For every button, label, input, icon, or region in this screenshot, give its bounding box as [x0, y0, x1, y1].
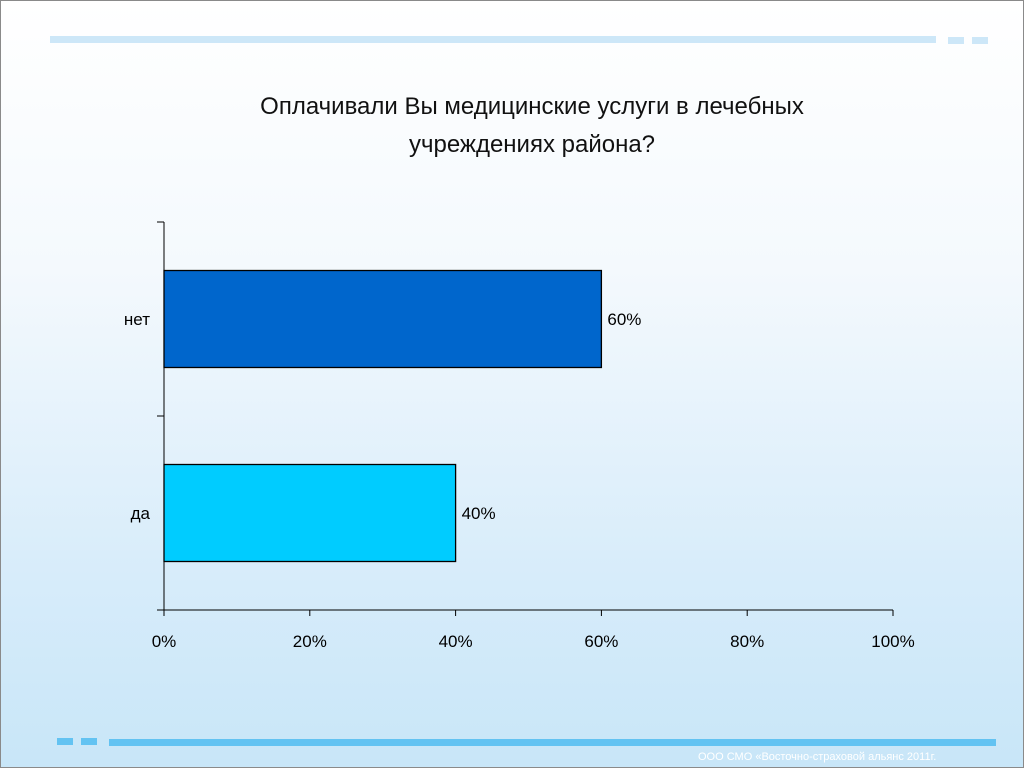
bottom-decor-bar [109, 739, 996, 746]
x-tick-label: 20% [293, 632, 327, 651]
bottom-decor-dash-2 [81, 738, 97, 745]
bottom-decor-dash-1 [57, 738, 73, 745]
chart-title: Оплачивали Вы медицинские услуги в лечеб… [180, 88, 884, 164]
x-tick-label: 0% [152, 632, 177, 651]
bar-2 [163, 463, 457, 563]
x-tick-label: 80% [730, 632, 764, 651]
bar-value-label: 40% [462, 504, 496, 523]
footer-copyright: ООО СМО «Восточно-страховой альянс 2011г… [698, 751, 937, 763]
top-decor-dash-1 [948, 37, 964, 44]
top-decor-bar [50, 36, 936, 43]
chart-title-line-2: учреждениях района? [408, 131, 656, 158]
y-category-label: да [131, 504, 151, 523]
x-tick-label: 60% [584, 632, 618, 651]
x-tick-label: 40% [439, 632, 473, 651]
y-category-label: нет [124, 310, 150, 329]
bar-value-label: 60% [607, 310, 641, 329]
chart-title-line-1: Оплачивали Вы медицинские услуги в лечеб… [260, 93, 804, 120]
bar-1 [163, 269, 603, 369]
x-tick-label: 100% [871, 632, 914, 651]
top-decor-dash-2 [972, 37, 988, 44]
